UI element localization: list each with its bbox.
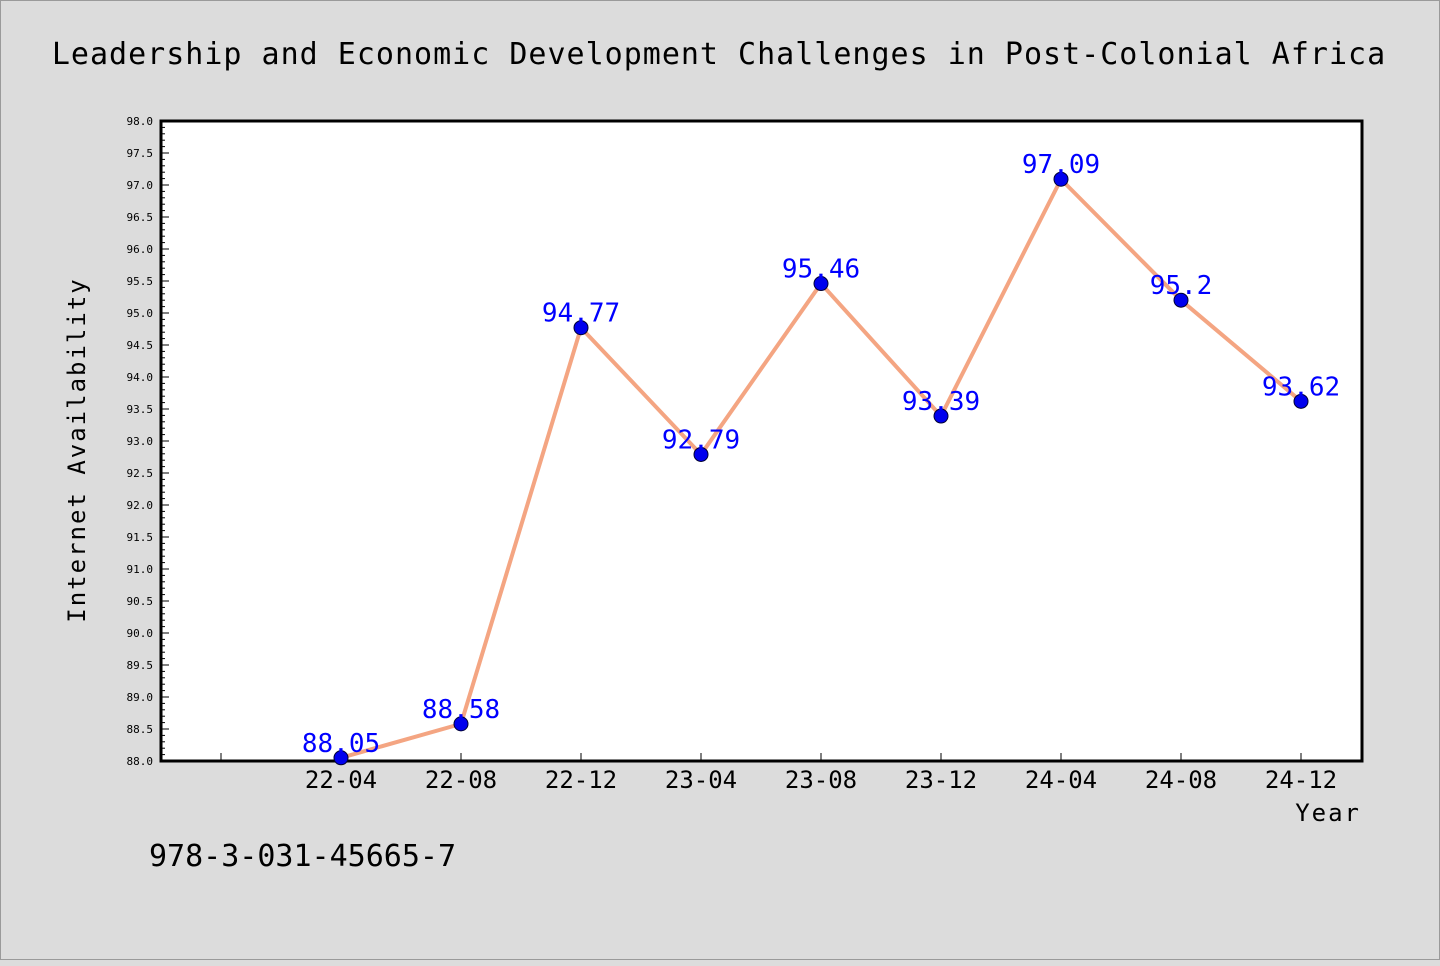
data-point (1053, 171, 1069, 187)
data-label: 88.58 (422, 695, 500, 725)
series-line (333, 171, 1309, 766)
data-point (813, 276, 829, 292)
y-tick-label: 96.0 (127, 243, 154, 256)
x-tick-label: 23-04 (665, 766, 737, 794)
data-point (333, 750, 349, 766)
isbn-text: 978-3-031-45665-7 (149, 839, 456, 874)
plot-area (159, 119, 1364, 763)
y-tick-label: 97.5 (127, 147, 154, 160)
data-label: 93.62 (1262, 372, 1340, 402)
y-tick-label: 88.0 (127, 755, 154, 768)
y-tick-label: 90.0 (127, 627, 154, 640)
y-axis-title: Internet Availability (63, 277, 91, 622)
data-point (573, 320, 589, 336)
data-point (933, 408, 949, 424)
x-tick-label: 22-04 (305, 766, 377, 794)
y-tick-label: 94.0 (127, 371, 154, 384)
data-label: 94.77 (542, 299, 620, 329)
data-point (1293, 393, 1309, 409)
y-tick-label: 90.5 (127, 595, 154, 608)
y-tick-label: 88.5 (127, 723, 154, 736)
x-tick-label: 24-04 (1025, 766, 1097, 794)
y-tick-label: 95.5 (127, 275, 154, 288)
y-tick-label: 94.5 (127, 339, 154, 352)
y-tick-label: 91.5 (127, 531, 154, 544)
data-point (1173, 292, 1189, 308)
x-tick-label: 22-12 (545, 766, 617, 794)
y-tick-label: 93.5 (127, 403, 154, 416)
y-tick-label: 95.0 (127, 307, 154, 320)
data-point (453, 716, 469, 732)
data-label: 93.39 (902, 387, 980, 417)
chart-title: Leadership and Economic Development Chal… (52, 37, 1386, 72)
x-tick-label: 22-08 (425, 766, 497, 794)
y-tick-label: 96.5 (127, 211, 154, 224)
y-tick-label: 93.0 (127, 435, 154, 448)
x-tick-label: 23-12 (905, 766, 977, 794)
y-tick-label: 91.0 (127, 563, 154, 576)
data-label: 95.2 (1150, 271, 1213, 301)
data-label: 97.09 (1022, 150, 1100, 180)
y-tick-label: 97.0 (127, 179, 154, 192)
data-label: 92.79 (662, 425, 740, 455)
data-label: 95.46 (782, 255, 860, 285)
data-labels: 88.05 88.58 94.77 92.79 95.46 93.39 97.09 95.2 9… (302, 150, 1340, 759)
y-tick-label: 98.0 (127, 115, 154, 128)
x-tick-label: 24-12 (1265, 766, 1337, 794)
y-tick-label: 92.0 (127, 499, 154, 512)
y-tick-label: 89.5 (127, 659, 154, 672)
x-tick-label: 24-08 (1145, 766, 1217, 794)
y-tick-label: 92.5 (127, 467, 154, 480)
y-axis: 88.0 88.5 89.0 89.5 90.0 90.5 91.0 91.5 92.0 92.5… (127, 115, 169, 768)
x-tick-label: 23-08 (785, 766, 857, 794)
data-label: 88.05 (302, 729, 380, 759)
x-axis: 22-04 22-08 22-12 23-04 23-08 23-12 24-04 24-08… (220, 753, 1337, 794)
x-axis-title: Year (1295, 799, 1361, 827)
y-tick-label: 89.0 (127, 691, 154, 704)
data-point (693, 446, 709, 462)
